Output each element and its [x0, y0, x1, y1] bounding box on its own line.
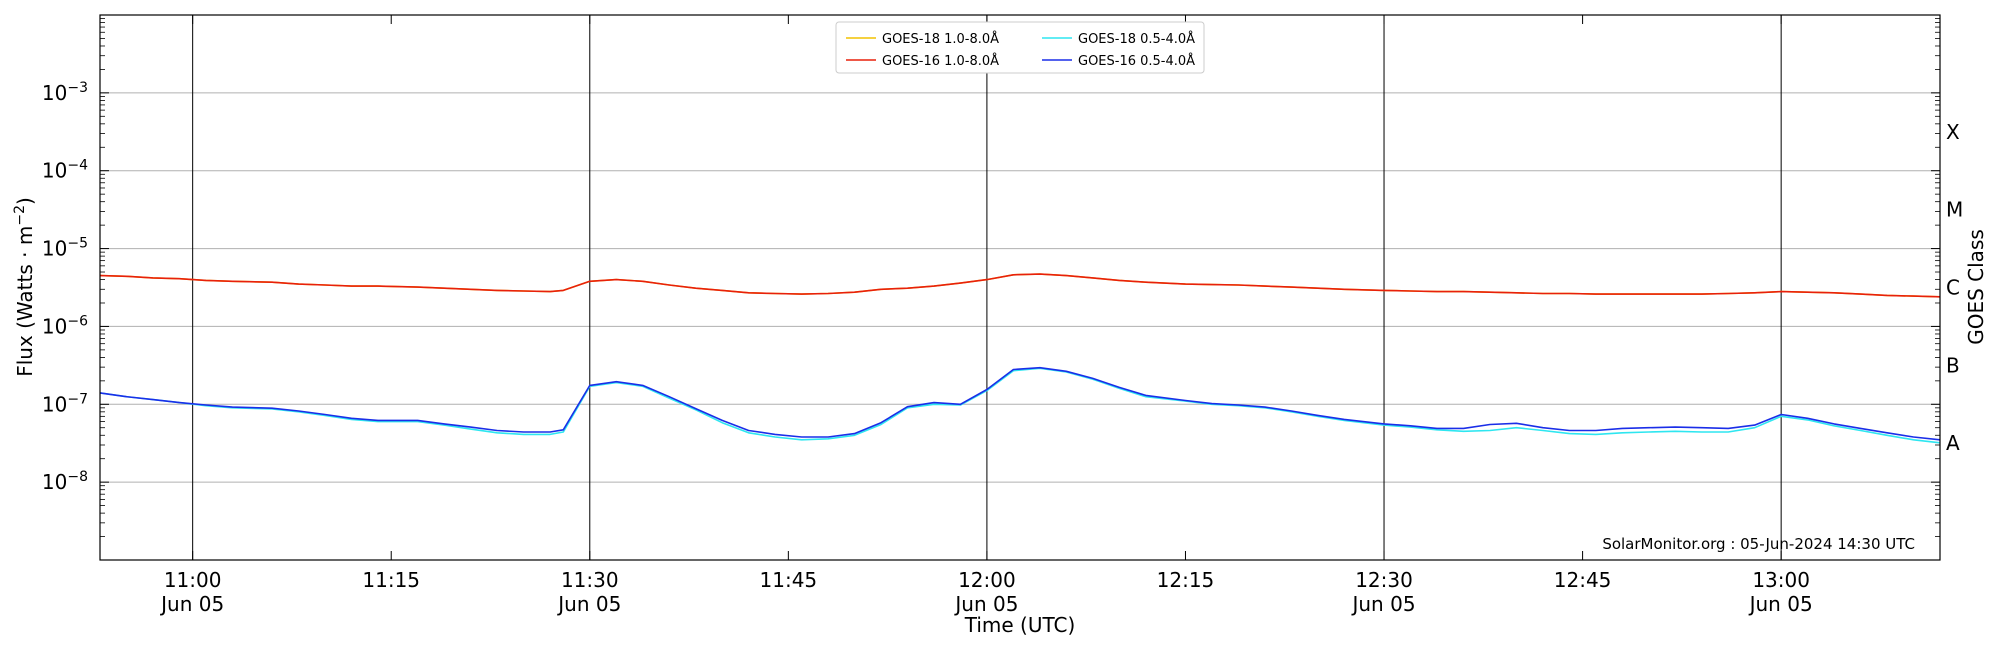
x-tick-label: 11:30	[561, 568, 619, 592]
x-tick-label: 12:30	[1355, 568, 1413, 592]
grid-lines	[100, 92, 1940, 483]
goes-class-label: X	[1946, 120, 1960, 144]
x-axis-label: Time (UTC)	[964, 613, 1076, 637]
y-tick-base: 10	[42, 314, 67, 338]
credit-text: SolarMonitor.org : 05-Jun-2024 14:30 UTC	[1602, 535, 1915, 553]
y-tick-label: 10−3	[42, 80, 88, 105]
x-tick-sublabel: Jun 05	[1350, 592, 1415, 616]
x-tick-label: 11:00	[164, 568, 222, 592]
legend-box	[835, 21, 1205, 74]
plot-frame	[99, 14, 1941, 561]
y-tick-label: 10−8	[42, 469, 88, 494]
legend: GOES-18 1.0-8.0Å GOES-16 1.0-8.0Å GOES-18 …	[835, 21, 1205, 74]
x-tick-sublabel: Jun 05	[556, 592, 621, 616]
goes-class-label: B	[1946, 353, 1960, 377]
y-tick-base: 10	[42, 392, 67, 416]
y-tick-label: 10−4	[42, 158, 88, 183]
y-tick-exponent: −7	[67, 391, 88, 407]
x-tick-label: 12:45	[1554, 568, 1612, 592]
y-tick-exponent: −8	[67, 469, 88, 485]
legend-entry: GOES-16 0.5-4.0Å	[1078, 53, 1195, 69]
x-tick-sublabel: Jun 05	[953, 592, 1018, 616]
x-tick-label: 13:00	[1752, 568, 1810, 592]
x-tick-sublabel: Jun 05	[159, 592, 224, 616]
series-line	[99, 273, 1941, 298]
y-tick-label: 10−5	[42, 236, 88, 261]
y-tick-exponent: −3	[67, 80, 88, 96]
y-tick-base: 10	[42, 237, 67, 261]
y-tick-base: 10	[42, 470, 67, 494]
series-line	[99, 366, 1941, 441]
y-tick-base: 10	[42, 81, 67, 105]
x-tick-label: 12:15	[1157, 568, 1215, 592]
y2-axis-label: GOES Class	[1964, 229, 1988, 345]
x-tick-sublabel: Jun 05	[1748, 592, 1813, 616]
legend-entry: GOES-18 0.5-4.0Å	[1078, 31, 1195, 47]
axis-ticks	[100, 15, 1940, 560]
series-line	[99, 367, 1941, 444]
goes-class-label: C	[1946, 276, 1960, 300]
goes-class-label: A	[1946, 431, 1960, 455]
day-marker-lines	[192, 15, 1782, 560]
y-tick-label: 10−6	[42, 313, 88, 338]
x-tick-label: 11:15	[362, 568, 420, 592]
series-lines	[99, 273, 1941, 444]
y-tick-exponent: −5	[67, 236, 88, 252]
y-tick-exponent: −4	[67, 158, 88, 174]
legend-entry: GOES-16 1.0-8.0Å	[882, 53, 999, 69]
y-tick-base: 10	[42, 159, 67, 183]
y-tick-label: 10−7	[42, 391, 88, 416]
y-axis-label: Flux (Watts · m−2)	[12, 197, 37, 377]
x-tick-label: 11:45	[760, 568, 818, 592]
y-tick-exponent: −6	[67, 313, 88, 329]
x-tick-label: 12:00	[958, 568, 1016, 592]
goes-class-label: M	[1946, 198, 1963, 222]
legend-entry: GOES-18 1.0-8.0Å	[882, 31, 999, 47]
